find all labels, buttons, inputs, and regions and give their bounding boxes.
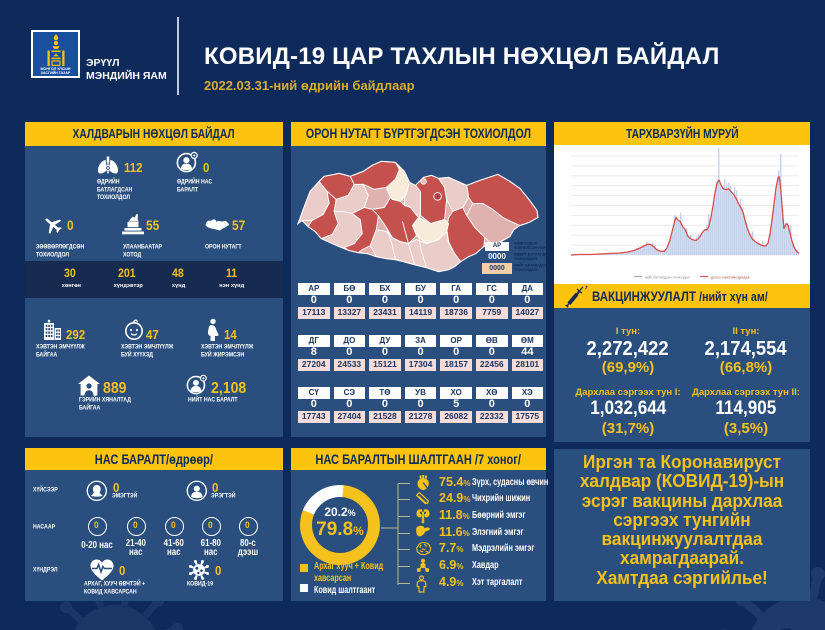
svg-text:долоо хоногийн дундаж: долоо хоногийн дундаж — [711, 276, 750, 280]
svg-text:нийт батлагдсан тохиолдол: нийт батлагдсан тохиолдол — [645, 276, 690, 280]
